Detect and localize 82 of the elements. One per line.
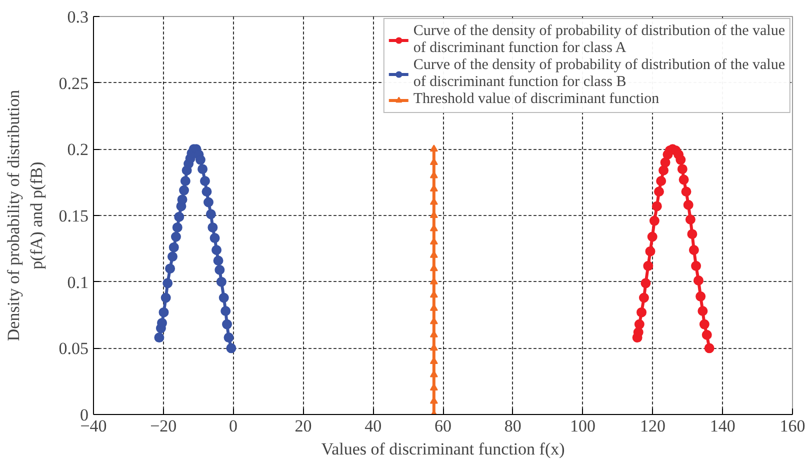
point [660, 157, 670, 168]
point [208, 222, 218, 232]
point [157, 318, 167, 328]
x-tick-label: 0 [229, 416, 238, 436]
point [195, 154, 206, 165]
point [681, 186, 692, 197]
point [222, 319, 232, 330]
x-tick-label: 80 [504, 416, 522, 436]
point [645, 246, 656, 256]
point [654, 186, 664, 197]
point [224, 332, 234, 343]
point [677, 164, 688, 174]
point [640, 278, 651, 288]
point [162, 278, 173, 288]
point [704, 343, 714, 354]
legend-label: Curve of the density of probability of distribution of the value of discriminant function for class A [413, 23, 785, 57]
point [180, 176, 190, 186]
x-tick-label: 40 [364, 416, 382, 436]
point [200, 176, 210, 186]
point [226, 343, 236, 354]
point [218, 292, 229, 303]
point [696, 291, 706, 302]
point [691, 260, 702, 271]
point [647, 232, 658, 242]
point [699, 319, 710, 330]
x-tick-label: 100 [570, 416, 596, 436]
point [212, 245, 222, 255]
point [213, 256, 224, 266]
point [636, 307, 647, 318]
point [202, 186, 212, 197]
point [170, 232, 181, 242]
x-tick-label: 120 [640, 416, 666, 436]
point [210, 233, 220, 244]
y-axis-title: Density of probability of distribution p(fA) and p(fB) [4, 89, 46, 342]
y-tick-label: 0.2 [67, 140, 88, 160]
point [688, 245, 699, 255]
point [678, 174, 689, 185]
point [206, 209, 216, 220]
point [160, 292, 171, 303]
point [676, 154, 686, 165]
point [634, 319, 644, 330]
point [172, 222, 182, 232]
point [430, 144, 438, 152]
point [198, 164, 208, 174]
point [658, 165, 669, 176]
point [214, 264, 225, 275]
x-tick-label: −20 [150, 416, 177, 436]
point [702, 330, 712, 340]
point [216, 276, 226, 287]
x-axis-title: Values of discriminant function f(x) [321, 440, 565, 458]
legend-label: Threshold value of discriminant function [413, 91, 660, 108]
point [693, 276, 704, 286]
point [203, 197, 214, 208]
y-tick-label: 0.05 [58, 339, 88, 358]
x-tick-label: 20 [294, 416, 312, 436]
point [174, 212, 184, 222]
point [154, 332, 164, 343]
x-tick-label: 140 [710, 416, 736, 436]
point [179, 185, 190, 196]
x-tick-label: 60 [434, 416, 452, 436]
point [685, 214, 696, 224]
legend-label: Curve of the density of probability of distribution of the value of discriminant function for class B [413, 57, 785, 91]
point [158, 307, 169, 318]
y-tick-label: 0.1 [67, 272, 88, 292]
point [633, 327, 644, 338]
point [165, 264, 176, 274]
x-tick-label: 160 [780, 416, 806, 436]
y-tick-label: 0.3 [67, 8, 88, 26]
point [656, 176, 666, 186]
point [643, 260, 654, 271]
point [698, 306, 708, 316]
point [220, 306, 231, 316]
point [177, 194, 188, 205]
point [687, 229, 698, 240]
point [683, 200, 694, 210]
y-tick-label: 0.15 [58, 206, 88, 226]
point [168, 242, 179, 252]
point [167, 252, 178, 262]
y-tick-label: 0.25 [58, 74, 88, 93]
point [649, 216, 660, 226]
point [638, 292, 649, 303]
point [652, 201, 662, 212]
